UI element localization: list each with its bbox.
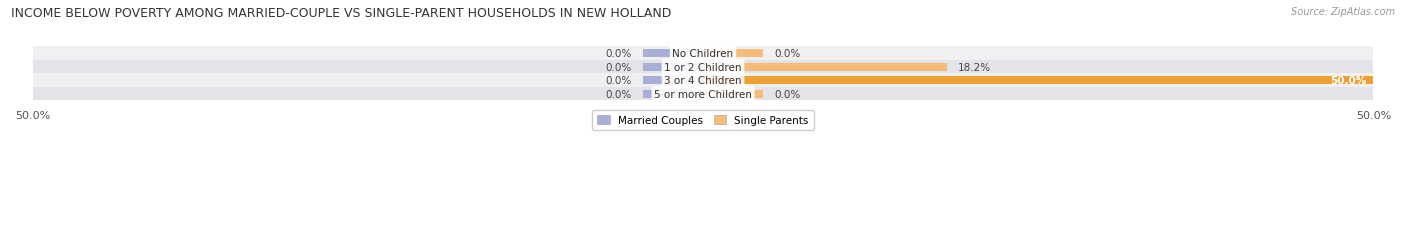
Text: 3 or 4 Children: 3 or 4 Children: [664, 76, 742, 86]
Bar: [32, 47, 1374, 61]
Bar: [703, 50, 763, 58]
Bar: [32, 74, 1374, 88]
Bar: [643, 77, 703, 85]
Text: Source: ZipAtlas.com: Source: ZipAtlas.com: [1291, 7, 1395, 17]
Text: No Children: No Children: [672, 49, 734, 59]
Text: INCOME BELOW POVERTY AMONG MARRIED-COUPLE VS SINGLE-PARENT HOUSEHOLDS IN NEW HOL: INCOME BELOW POVERTY AMONG MARRIED-COUPL…: [11, 7, 672, 20]
Text: 0.0%: 0.0%: [606, 76, 631, 86]
Text: 0.0%: 0.0%: [606, 49, 631, 59]
Legend: Married Couples, Single Parents: Married Couples, Single Parents: [592, 110, 814, 131]
Text: 50.0%: 50.0%: [1330, 76, 1367, 86]
Text: 0.0%: 0.0%: [775, 89, 800, 99]
Bar: [32, 61, 1374, 74]
Text: 0.0%: 0.0%: [606, 62, 631, 72]
Bar: [703, 63, 948, 72]
Bar: [643, 63, 703, 72]
Text: 5 or more Children: 5 or more Children: [654, 89, 752, 99]
Text: 18.2%: 18.2%: [957, 62, 991, 72]
Text: 0.0%: 0.0%: [606, 89, 631, 99]
Text: 1 or 2 Children: 1 or 2 Children: [664, 62, 742, 72]
Bar: [643, 50, 703, 58]
Bar: [32, 88, 1374, 101]
Bar: [703, 90, 763, 98]
Bar: [643, 90, 703, 98]
Text: 0.0%: 0.0%: [775, 49, 800, 59]
Bar: [703, 77, 1374, 85]
